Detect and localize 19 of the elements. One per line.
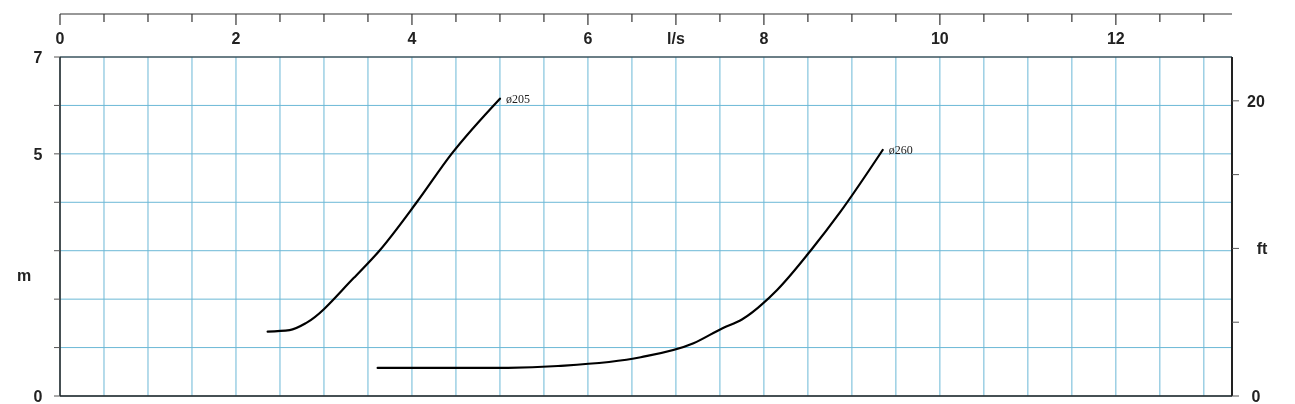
- y-tick-label: 0: [33, 388, 43, 404]
- x-tick-label: 0: [55, 30, 65, 47]
- x-tick-label: 6: [583, 30, 593, 47]
- y2-tick-label: 0: [1251, 388, 1261, 404]
- y2-axis-title: ft: [1256, 239, 1268, 257]
- x-tick-label: 8: [759, 30, 769, 47]
- y-tick-label: 7: [33, 49, 43, 66]
- x-tick-label: 12: [1106, 30, 1125, 47]
- x-tick-label: l/s: [667, 30, 685, 47]
- series-label: ø205: [505, 91, 530, 106]
- x-tick-label: 10: [930, 30, 949, 47]
- x-tick-label: 2: [231, 30, 241, 47]
- x-tick-label: 4: [407, 30, 417, 47]
- series-label: ø260: [888, 142, 913, 157]
- y-axis-title: m: [16, 266, 32, 284]
- y2-tick-label: 20: [1247, 92, 1265, 110]
- y-tick-label: 5: [33, 145, 43, 163]
- line-series: [266, 97, 502, 333]
- line-series: [376, 148, 884, 370]
